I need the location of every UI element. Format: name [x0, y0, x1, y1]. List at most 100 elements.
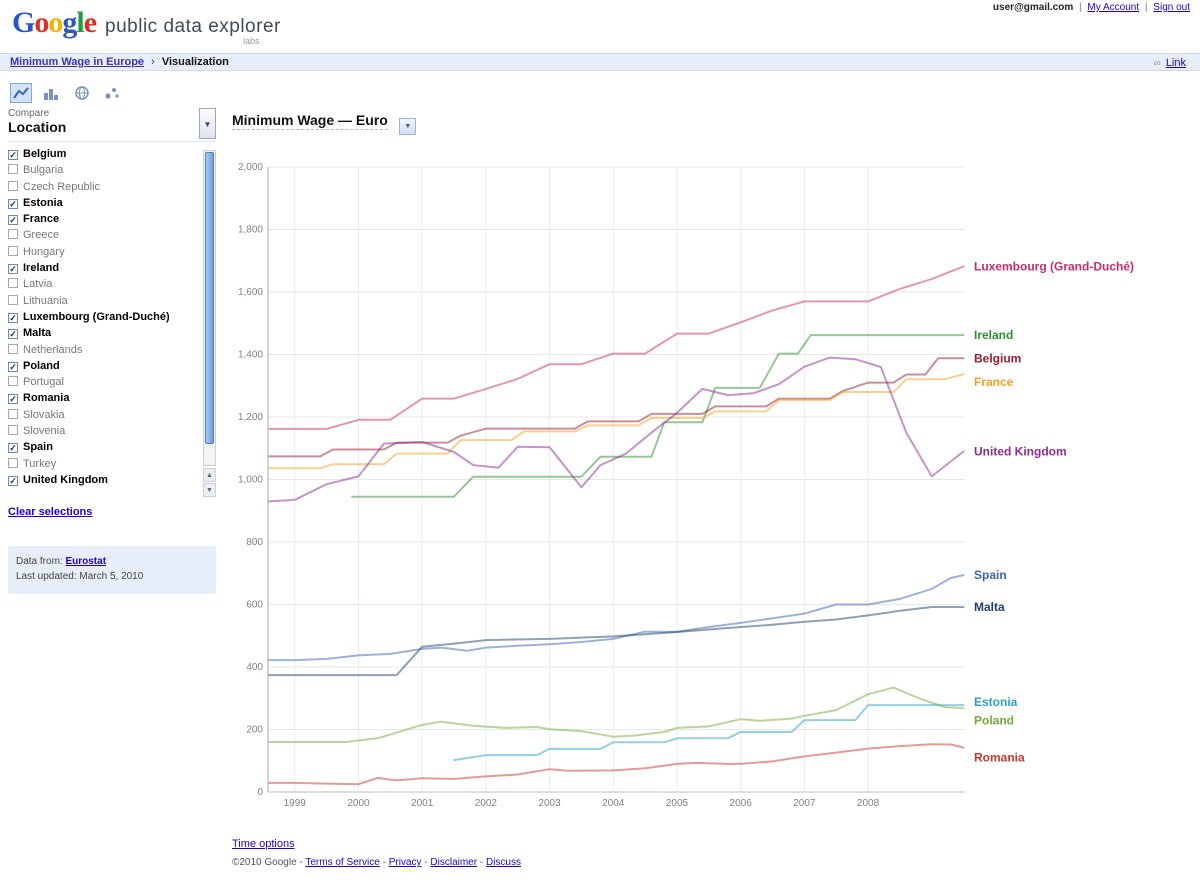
series-line-malta[interactable] [268, 606, 965, 677]
checkbox[interactable] [8, 164, 18, 175]
compare-label: Compare [8, 108, 50, 119]
logo-letter: o [48, 6, 63, 39]
checkbox[interactable] [8, 180, 18, 191]
checkbox[interactable]: ✓ [8, 394, 18, 405]
location-item-estonia[interactable]: ✓ Estonia [8, 197, 200, 213]
bubble-chart-button[interactable] [101, 83, 123, 103]
location-item-bulgaria[interactable]: Bulgaria [8, 164, 200, 180]
footer-link-terms-of-service[interactable]: Terms of Service [305, 857, 380, 868]
breadcrumb-dataset-link[interactable]: Minimum Wage in Europe [10, 56, 145, 68]
share-link[interactable]: Link [1165, 57, 1186, 69]
sign-out-link[interactable]: Sign out [1153, 2, 1190, 13]
checkbox[interactable]: ✓ [8, 312, 18, 323]
line-chart-icon [13, 87, 29, 99]
series-line-ireland[interactable] [351, 334, 965, 498]
dimension-header: Compare Location ▼ [8, 108, 216, 142]
series-line-poland[interactable] [268, 686, 965, 743]
checkbox[interactable]: ✓ [8, 215, 18, 226]
series-line-estonia[interactable] [453, 704, 965, 762]
location-item-slovenia[interactable]: Slovenia [8, 425, 200, 441]
checkbox[interactable] [8, 457, 18, 468]
series-label-united-kingdom[interactable]: United Kingdom [974, 444, 1067, 458]
series-label-estonia[interactable]: Estonia [974, 695, 1018, 709]
checkbox[interactable] [8, 278, 18, 289]
location-label: Poland [23, 359, 60, 372]
series-label-spain[interactable]: Spain [974, 568, 1007, 582]
dimension-dropdown-button[interactable]: ▼ [199, 108, 216, 139]
bubble-chart-icon [105, 88, 119, 99]
checkbox[interactable]: ✓ [8, 443, 18, 454]
location-item-portugal[interactable]: Portugal [8, 376, 200, 392]
breadcrumb-separator: › [151, 56, 155, 68]
list-scrollbar[interactable] [203, 150, 216, 466]
checkbox[interactable]: ✓ [8, 329, 18, 340]
line-chart[interactable]: 0 200 400 600 800 1,000 1,200 1,400 1,600 1,800 2,… [230, 152, 1200, 852]
x-tick-label: 2003 [538, 798, 561, 809]
my-account-link[interactable]: My Account [1087, 2, 1140, 13]
series-label-france[interactable]: France [974, 375, 1014, 389]
location-item-spain[interactable]: ✓ Spain [8, 441, 200, 457]
scrollbar-thumb[interactable] [205, 152, 214, 444]
location-item-slovakia[interactable]: Slovakia [8, 408, 200, 425]
series-line-france[interactable] [268, 373, 965, 470]
location-item-united-kingdom[interactable]: ✓ United Kingdom [8, 474, 200, 490]
location-item-luxembourg-grand-duch-[interactable]: ✓ Luxembourg (Grand-Duché) [8, 311, 200, 327]
series-label-luxembourg-grand-duch[interactable]: Luxembourg (Grand-Duché) [974, 259, 1134, 273]
location-item-turkey[interactable]: Turkey [8, 457, 200, 474]
checkbox[interactable]: ✓ [8, 475, 18, 486]
line-chart-button[interactable] [10, 83, 32, 103]
location-item-romania[interactable]: ✓ Romania [8, 392, 200, 408]
checkbox[interactable]: ✓ [8, 150, 18, 160]
location-item-poland[interactable]: ✓ Poland [8, 360, 200, 376]
footer-link-discuss[interactable]: Discuss [485, 857, 521, 868]
scroll-up-button[interactable]: ▲ [203, 468, 216, 482]
checkbox[interactable] [8, 229, 18, 240]
location-item-malta[interactable]: ✓ Malta [8, 327, 200, 343]
product-name: public data explorer [105, 16, 281, 37]
checkbox[interactable] [8, 245, 18, 256]
x-tick-label: 2004 [602, 798, 625, 809]
location-item-greece[interactable]: Greece [8, 229, 200, 245]
series-line-united-kingdom[interactable] [268, 356, 965, 503]
series-label-malta[interactable]: Malta [974, 600, 1005, 614]
series-line-belgium[interactable] [268, 357, 965, 458]
clear-selections-link[interactable]: Clear selections [8, 506, 93, 518]
series-label-romania[interactable]: Romania [974, 751, 1025, 765]
checkbox[interactable] [8, 376, 18, 387]
location-list: ✓ Belgium Bulgaria Czech Republic ✓ Estonia ✓ F… [8, 148, 216, 500]
checkbox[interactable] [8, 408, 18, 419]
y-tick-label: 600 [246, 600, 263, 611]
location-item-czech-republic[interactable]: Czech Republic [8, 180, 200, 197]
location-item-lithuania[interactable]: Lithuania [8, 294, 200, 311]
page-footer: ©2010 Google - Terms of Service - Privac… [232, 857, 521, 868]
location-item-hungary[interactable]: Hungary [8, 245, 200, 262]
series-label-poland[interactable]: Poland [974, 713, 1014, 727]
location-label: Portugal [23, 376, 64, 389]
checkbox[interactable]: ✓ [8, 361, 18, 372]
chart-title[interactable]: Minimum Wage — Euro [232, 112, 388, 130]
series-line-romania[interactable] [268, 743, 965, 786]
footer-link-disclaimer[interactable]: Disclaimer [430, 857, 478, 868]
map-button[interactable] [71, 83, 93, 103]
location-item-france[interactable]: ✓ France [8, 213, 200, 229]
checkbox[interactable] [8, 425, 18, 436]
footer-link-privacy[interactable]: Privacy [388, 857, 422, 868]
checkbox[interactable] [8, 294, 18, 305]
scroll-down-button[interactable]: ▼ [203, 483, 216, 497]
metric-dropdown-button[interactable]: ▼ [399, 118, 417, 135]
location-item-latvia[interactable]: Latvia [8, 278, 200, 294]
location-item-belgium[interactable]: ✓ Belgium [8, 148, 200, 164]
bar-chart-button[interactable] [40, 83, 62, 103]
series-label-belgium[interactable]: Belgium [974, 351, 1021, 365]
series-line-spain[interactable] [268, 574, 965, 662]
source-link[interactable]: Eurostat [65, 556, 107, 567]
location-item-netherlands[interactable]: Netherlands [8, 343, 200, 360]
series-line-luxembourg-grand-duch[interactable] [268, 265, 965, 430]
time-options-link[interactable]: Time options [232, 838, 295, 850]
google-logo: Google [12, 6, 97, 39]
location-item-ireland[interactable]: ✓ Ireland [8, 262, 200, 278]
checkbox[interactable]: ✓ [8, 198, 18, 209]
checkbox[interactable]: ✓ [8, 264, 18, 275]
checkbox[interactable] [8, 343, 18, 354]
series-label-ireland[interactable]: Ireland [974, 328, 1013, 342]
